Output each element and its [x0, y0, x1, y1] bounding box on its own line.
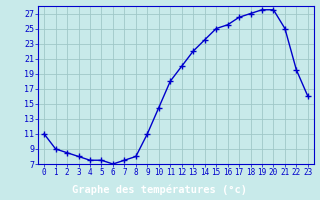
- Text: Graphe des températures (°c): Graphe des températures (°c): [73, 184, 247, 195]
